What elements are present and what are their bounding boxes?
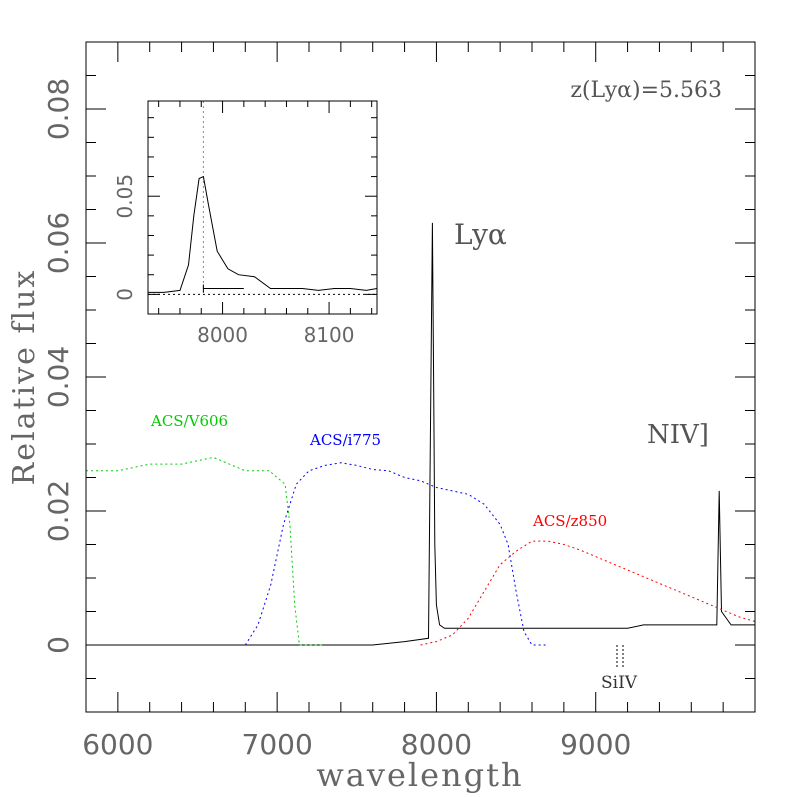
inset-y-tick-label: 0.05 (113, 174, 137, 219)
inset-background (148, 101, 377, 314)
inset-x-tick-labels: 8000 8100 (197, 323, 354, 347)
x-tick-label: 9000 (560, 728, 631, 761)
y-tick-label: 0 (42, 636, 75, 654)
inset-series-group (148, 175, 378, 293)
y-tick-label: 0.04 (42, 346, 75, 408)
inset-frame (147, 100, 378, 315)
inset-y-tick-label: 0 (113, 288, 137, 301)
inset-spectrum-line (148, 175, 378, 293)
x-axis-label: wavelength (316, 756, 523, 794)
redshift-label: z(Lyα)=5.563 (570, 78, 722, 103)
x-tick-label: 7000 (242, 728, 313, 761)
main-axis-ticks (85, 41, 756, 713)
y-tick-label: 0.06 (42, 212, 75, 274)
x-tick-labels: 6000 7000 8000 9000 (82, 728, 631, 761)
main-plot-frame (85, 41, 756, 713)
series-acs-v606 (86, 456, 325, 646)
inset-y-tick-labels: 00.05 (113, 174, 137, 301)
lya-line-label: Lyα (454, 218, 507, 251)
inset-x-tick-label: 8100 (304, 323, 355, 347)
siiv-line-label: SiIV (601, 673, 638, 693)
x-tick-label: 6000 (82, 728, 153, 761)
x-tick-label: 8000 (401, 728, 472, 761)
i775-filter-label: ACS/i775 (309, 431, 381, 449)
series-spectrum (86, 222, 755, 646)
series-acs-z850 (420, 540, 756, 646)
main-series-group (86, 222, 756, 646)
niv-line-label: NIV] (647, 420, 709, 450)
y-axis-label: Relative flux (7, 269, 42, 486)
y-tick-labels: 0 0.02 0.04 0.06 0.08 (42, 78, 75, 654)
y-tick-label: 0.02 (42, 480, 75, 542)
z850-filter-label: ACS/z850 (532, 512, 607, 530)
inset-axis-ticks (148, 101, 377, 315)
series-acs-i775 (244, 462, 548, 646)
v606-filter-label: ACS/V606 (150, 412, 228, 430)
y-tick-label: 0.08 (42, 78, 75, 140)
inset-x-tick-label: 8000 (197, 323, 248, 347)
